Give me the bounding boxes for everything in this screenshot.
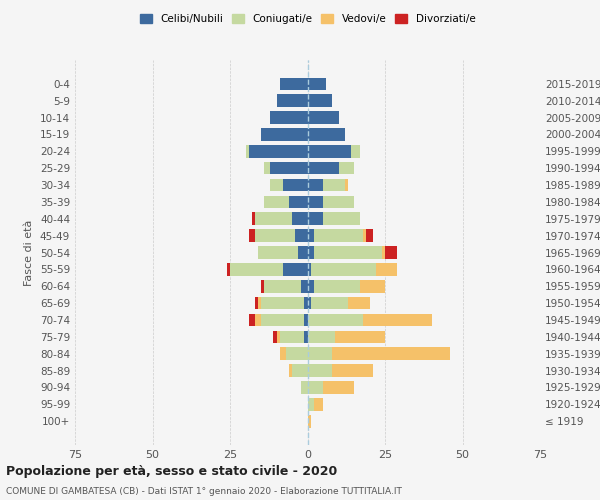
Bar [280, 330, 304, 343]
Bar [252, 212, 255, 225]
Bar [304, 297, 308, 310]
Bar [308, 280, 314, 292]
Bar [261, 280, 264, 292]
Bar [308, 78, 326, 90]
Bar [308, 196, 323, 208]
Bar [264, 280, 301, 292]
Bar [308, 263, 311, 276]
Bar [308, 297, 311, 310]
Bar [308, 145, 351, 158]
Bar [308, 364, 332, 377]
Bar [311, 297, 348, 310]
Bar [308, 111, 338, 124]
Bar [292, 212, 308, 225]
Bar [304, 330, 308, 343]
Bar [248, 230, 255, 242]
Bar [255, 314, 261, 326]
Bar [364, 230, 367, 242]
Bar [264, 196, 289, 208]
Text: Popolazione per età, sesso e stato civile - 2020: Popolazione per età, sesso e stato civil… [6, 465, 337, 478]
Bar [344, 178, 348, 192]
Bar [255, 212, 292, 225]
Bar [255, 230, 295, 242]
Bar [274, 330, 277, 343]
Bar [382, 246, 385, 259]
Bar [280, 348, 286, 360]
Bar [258, 297, 261, 310]
Bar [298, 246, 308, 259]
Bar [323, 381, 354, 394]
Bar [248, 145, 308, 158]
Bar [289, 196, 308, 208]
Bar [385, 246, 397, 259]
Bar [308, 314, 364, 326]
Bar [367, 230, 373, 242]
Bar [258, 246, 298, 259]
Bar [308, 330, 335, 343]
Bar [338, 162, 354, 174]
Bar [323, 212, 360, 225]
Bar [376, 263, 397, 276]
Bar [261, 128, 308, 141]
Bar [348, 297, 370, 310]
Bar [271, 111, 308, 124]
Bar [314, 398, 323, 410]
Bar [292, 364, 308, 377]
Bar [360, 280, 385, 292]
Bar [351, 145, 360, 158]
Y-axis label: Fasce di età: Fasce di età [25, 220, 34, 286]
Bar [308, 94, 332, 107]
Bar [283, 178, 308, 192]
Bar [245, 145, 248, 158]
Bar [301, 280, 308, 292]
Bar [255, 297, 258, 310]
Bar [335, 330, 385, 343]
Bar [308, 381, 323, 394]
Bar [248, 314, 255, 326]
Bar [271, 162, 308, 174]
Bar [308, 398, 314, 410]
Text: COMUNE DI GAMBATESA (CB) - Dati ISTAT 1° gennaio 2020 - Elaborazione TUTTITALIA.: COMUNE DI GAMBATESA (CB) - Dati ISTAT 1°… [6, 488, 402, 496]
Bar [308, 212, 323, 225]
Bar [364, 314, 431, 326]
Bar [271, 178, 283, 192]
Bar [308, 162, 338, 174]
Bar [332, 348, 450, 360]
Bar [301, 381, 308, 394]
Legend: Celibi/Nubili, Coniugati/e, Vedovi/e, Divorziati/e: Celibi/Nubili, Coniugati/e, Vedovi/e, Di… [136, 10, 479, 29]
Bar [308, 246, 314, 259]
Bar [261, 297, 304, 310]
Bar [280, 78, 308, 90]
Bar [277, 330, 280, 343]
Bar [230, 263, 283, 276]
Bar [308, 230, 314, 242]
Bar [323, 178, 344, 192]
Bar [308, 128, 344, 141]
Bar [277, 94, 308, 107]
Bar [308, 178, 323, 192]
Bar [311, 263, 376, 276]
Bar [227, 263, 230, 276]
Bar [314, 280, 360, 292]
Bar [332, 364, 373, 377]
Bar [314, 230, 364, 242]
Bar [314, 246, 382, 259]
Bar [289, 364, 292, 377]
Bar [308, 348, 332, 360]
Bar [286, 348, 308, 360]
Bar [308, 415, 311, 428]
Bar [264, 162, 271, 174]
Bar [323, 196, 354, 208]
Bar [283, 263, 308, 276]
Bar [261, 314, 304, 326]
Bar [295, 230, 308, 242]
Bar [304, 314, 308, 326]
